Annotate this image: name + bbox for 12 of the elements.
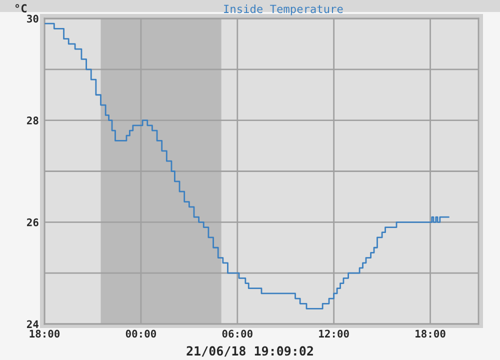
y-tick-label: 28 [26,116,38,124]
y-tick-label: 26 [26,218,38,226]
x-tick-label: 18:00 [416,330,446,338]
text: 21/06/18 19:09:02 [186,346,313,357]
x-tick-label: 12:00 [319,330,349,338]
y-axis-title: °C [15,4,26,13]
x-tick-label: 06:00 [222,330,252,338]
x-tick-label: 00:00 [126,330,156,338]
y-tick-label: 24 [26,320,38,328]
y-tick-label: 30 [27,14,38,23]
x-tick-label: 18:00 [30,330,60,338]
chart-title: Inside Temperature [224,4,343,16]
